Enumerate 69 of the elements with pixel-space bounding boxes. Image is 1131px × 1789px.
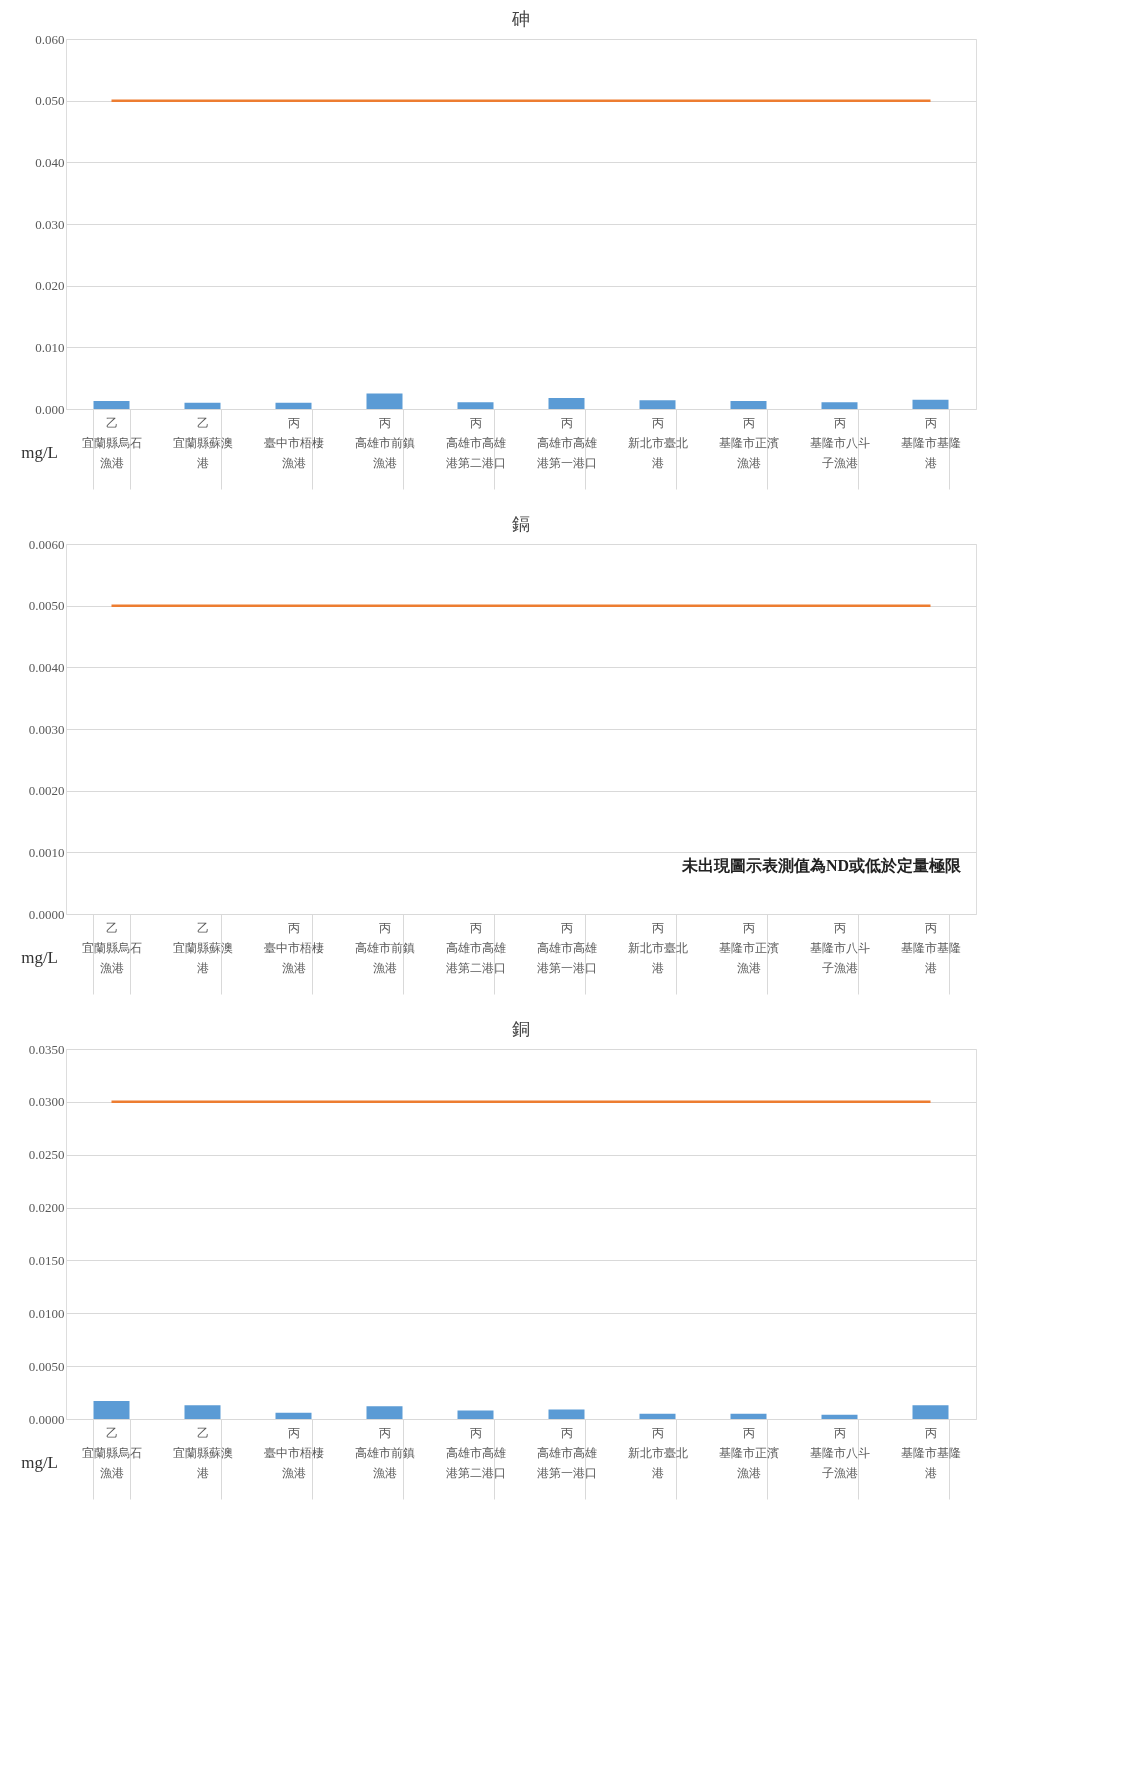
y-tick-label: 0.0300 — [28, 1094, 65, 1110]
x-tick-label: 乙宜蘭縣蘇澳港 — [173, 1425, 233, 1480]
y-tick-label: 0.0050 — [28, 1358, 65, 1374]
bar — [821, 402, 858, 409]
x-tick-label: 丙基隆市正濱漁港 — [719, 920, 779, 975]
y-tick-label: 0.0060 — [28, 536, 65, 552]
x-tick-label: 乙宜蘭縣蘇澳港 — [173, 415, 233, 470]
y-tick-label: 0.0020 — [28, 783, 65, 799]
bar — [639, 400, 676, 409]
y-axis-title: mg/L — [21, 948, 58, 967]
y-tick-label: 0.0150 — [28, 1252, 65, 1268]
x-tick-label: 丙基隆市八斗子漁港 — [810, 1425, 870, 1480]
x-tick-label: 乙宜蘭縣烏石漁港 — [82, 415, 142, 470]
x-tick-label: 丙高雄市高雄港第一港口 — [537, 920, 597, 975]
bar — [275, 402, 312, 409]
y-tick-label: 0.0010 — [28, 844, 65, 860]
annotation: 未出現圖示表測值為ND或低於定量極限 — [680, 856, 962, 874]
bar — [457, 402, 494, 409]
y-axis-title: mg/L — [21, 1453, 58, 1472]
x-tick-label: 丙臺中市梧棲漁港 — [264, 415, 324, 470]
y-axis-title: mg/L — [21, 443, 58, 462]
y-tick-label: 0.0350 — [28, 1041, 65, 1057]
x-tick-label: 丙高雄市高雄港第二港口 — [446, 1425, 506, 1480]
x-tick-label: 丙新北市臺北港 — [628, 415, 688, 470]
x-tick-label: 丙高雄市前鎮漁港 — [355, 1425, 415, 1480]
x-tick-label: 丙新北市臺北港 — [628, 920, 688, 975]
y-tick-label: 0.0050 — [28, 598, 65, 614]
x-tick-label: 丙新北市臺北港 — [628, 1425, 688, 1480]
x-tick-label: 丙基隆市八斗子漁港 — [810, 920, 870, 975]
x-tick-label: 丙基隆市基隆港 — [901, 1425, 961, 1480]
x-tick-label: 丙高雄市前鎮漁港 — [355, 920, 415, 975]
x-tick-label: 丙高雄市高雄港第二港口 — [446, 920, 506, 975]
y-tick-label: 0.030 — [35, 216, 65, 232]
x-tick-label: 丙高雄市高雄港第一港口 — [537, 415, 597, 470]
bar — [548, 397, 585, 409]
y-tick-label: 0.0000 — [28, 1411, 65, 1427]
y-tick-label: 0.0040 — [28, 659, 65, 675]
x-tick-label: 丙臺中市梧棲漁港 — [264, 1425, 324, 1480]
x-tick-label: 丙基隆市正濱漁港 — [719, 415, 779, 470]
x-tick-label: 乙宜蘭縣蘇澳港 — [173, 920, 233, 975]
chart-title: 銅 — [512, 1019, 530, 1039]
x-tick-label: 丙基隆市基隆港 — [901, 415, 961, 470]
y-tick-label: 0.0030 — [28, 721, 65, 737]
x-tick-label: 乙宜蘭縣烏石漁港 — [82, 1425, 142, 1480]
y-tick-label: 0.060 — [35, 31, 65, 47]
y-tick-label: 0.000 — [35, 401, 65, 417]
bar — [366, 393, 403, 409]
x-tick-label: 丙臺中市梧棲漁港 — [264, 920, 324, 975]
x-tick-label: 丙基隆市基隆港 — [901, 920, 961, 975]
chart-title: 砷 — [511, 9, 530, 29]
x-tick-label: 丙基隆市八斗子漁港 — [810, 415, 870, 470]
y-tick-label: 0.050 — [35, 93, 65, 109]
y-tick-label: 0.020 — [35, 278, 65, 294]
bar — [93, 400, 130, 409]
bar — [184, 402, 221, 409]
x-tick-label: 丙高雄市前鎮漁港 — [355, 415, 415, 470]
bar — [912, 399, 949, 409]
x-tick-label: 丙高雄市高雄港第二港口 — [446, 415, 506, 470]
y-tick-label: 0.0000 — [28, 906, 65, 922]
y-tick-label: 0.0100 — [28, 1305, 65, 1321]
bar — [730, 400, 767, 409]
y-tick-label: 0.0250 — [28, 1147, 65, 1163]
y-tick-label: 0.010 — [35, 339, 65, 355]
y-tick-label: 0.0200 — [28, 1200, 65, 1216]
x-tick-label: 丙高雄市高雄港第一港口 — [537, 1425, 597, 1480]
x-tick-label: 丙基隆市正濱漁港 — [719, 1425, 779, 1480]
chart-title: 鎘 — [512, 514, 530, 534]
y-tick-label: 0.040 — [35, 154, 65, 170]
x-tick-label: 乙宜蘭縣烏石漁港 — [82, 920, 142, 975]
